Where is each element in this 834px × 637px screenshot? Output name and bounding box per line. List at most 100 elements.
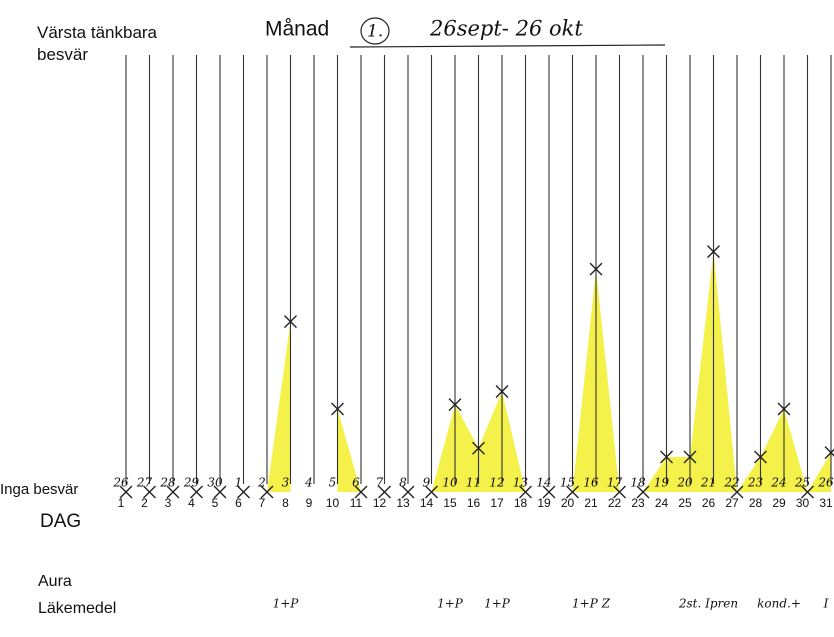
x-marker bbox=[754, 450, 767, 464]
medication-note: 1+P Z bbox=[572, 597, 611, 611]
row-label: Aura bbox=[38, 573, 72, 590]
x-tick-label: 23 bbox=[631, 496, 645, 510]
area bbox=[126, 321, 291, 492]
medication-note: 1+P bbox=[484, 597, 511, 611]
date-label: 10 bbox=[442, 476, 458, 490]
x-tick-label: 13 bbox=[396, 496, 410, 510]
x-marker bbox=[166, 485, 180, 499]
medication-note: 1+P bbox=[273, 597, 300, 611]
date-label: 22 bbox=[723, 476, 739, 490]
x-tick-label: 27 bbox=[725, 496, 739, 510]
x-marker bbox=[777, 402, 791, 416]
x-marker bbox=[331, 402, 344, 416]
x-tick-label: 20 bbox=[561, 496, 575, 510]
x-tick-label: 31 bbox=[819, 496, 833, 510]
x-tick-label: 17 bbox=[490, 496, 504, 510]
area bbox=[337, 251, 831, 492]
x-tick-label: 9 bbox=[306, 496, 313, 510]
period: 26sept- 26 okt bbox=[429, 17, 583, 41]
x-marker bbox=[613, 485, 626, 499]
x-tick-label: 6 bbox=[235, 496, 242, 510]
date-label: 1 bbox=[235, 476, 243, 490]
row-label: Läkemedel bbox=[38, 600, 116, 617]
circle bbox=[360, 17, 390, 45]
x-tick-label: 4 bbox=[188, 496, 195, 510]
x-marker bbox=[801, 485, 814, 499]
x-marker bbox=[472, 441, 485, 455]
x-marker bbox=[519, 485, 532, 499]
date-label: 27 bbox=[136, 476, 153, 490]
x-tick-label: 5 bbox=[212, 496, 219, 510]
line-layer bbox=[125, 55, 832, 484]
x-marker bbox=[448, 398, 462, 412]
x-marker bbox=[378, 485, 391, 499]
x-tick-label: 16 bbox=[467, 496, 481, 510]
x-marker bbox=[636, 485, 650, 499]
x-tick-label: 29 bbox=[772, 496, 786, 510]
x-marker bbox=[401, 485, 415, 499]
x-marker bbox=[260, 485, 274, 499]
x-marker bbox=[566, 485, 579, 499]
x-marker bbox=[237, 485, 250, 499]
date-label: 11 bbox=[466, 476, 481, 490]
x-marker bbox=[542, 485, 556, 499]
x-tick-label: 12 bbox=[373, 496, 387, 510]
x-marker bbox=[425, 485, 438, 499]
x-marker bbox=[707, 245, 720, 259]
y-tick-label: Värsta tänkbara besvär bbox=[37, 23, 158, 64]
date-label: 30 bbox=[207, 476, 223, 490]
x-marker bbox=[213, 485, 227, 499]
x-marker bbox=[354, 485, 368, 499]
x-tick-label: 14 bbox=[420, 496, 434, 510]
x-tick-label: 8 bbox=[282, 496, 289, 510]
underline bbox=[349, 44, 666, 48]
month-number: 1. bbox=[367, 22, 383, 42]
x-tick-label: 22 bbox=[608, 496, 622, 510]
date-label: 15 bbox=[560, 476, 575, 490]
y-tick-label: Inga besvär bbox=[0, 481, 78, 498]
date-label: 5 bbox=[329, 476, 337, 490]
x-tick-label: 3 bbox=[165, 496, 172, 510]
medication-note: kond.+ bbox=[757, 597, 801, 611]
date-label: 14 bbox=[536, 476, 551, 490]
date-label: 19 bbox=[654, 476, 670, 490]
x-marker bbox=[495, 384, 509, 398]
x-tick-label: 1 bbox=[118, 496, 125, 510]
date-label: 20 bbox=[676, 476, 693, 490]
date-label: 29 bbox=[183, 476, 200, 490]
x-tick-label: 15 bbox=[443, 496, 457, 510]
x-marker bbox=[143, 485, 156, 499]
x-marker bbox=[589, 262, 603, 276]
x-tick-label: 24 bbox=[655, 496, 669, 510]
x-marker bbox=[119, 485, 133, 499]
area-layer bbox=[126, 251, 831, 492]
date-label: 9 bbox=[423, 476, 431, 490]
x-marker bbox=[660, 450, 673, 464]
date-label: 21 bbox=[700, 476, 716, 490]
x-marker bbox=[284, 315, 297, 329]
medication-note: 2st. Ipren bbox=[678, 597, 738, 611]
medication-note: 1+P bbox=[437, 597, 464, 611]
date-label: 13 bbox=[513, 476, 529, 490]
date-label: 25 bbox=[794, 476, 810, 490]
date-label: 16 bbox=[583, 476, 599, 490]
medication-note: I bbox=[823, 597, 829, 611]
x-tick-label: 10 bbox=[326, 496, 340, 510]
date-label: 12 bbox=[489, 476, 504, 490]
date-label: 23 bbox=[747, 476, 764, 490]
date-label: 18 bbox=[630, 476, 646, 490]
date-label: 26 bbox=[112, 476, 129, 490]
date-label: 3 bbox=[282, 476, 290, 490]
x-marker bbox=[190, 485, 203, 499]
date-label: 8 bbox=[399, 476, 407, 490]
date-label: 24 bbox=[770, 476, 786, 490]
date-label: 2 bbox=[257, 476, 266, 490]
x-tick-label: 18 bbox=[514, 496, 528, 510]
chart-title: Månad bbox=[265, 18, 329, 41]
x-axis-label: DAG bbox=[40, 511, 81, 532]
x-marker bbox=[824, 446, 834, 460]
date-label: 7 bbox=[376, 476, 384, 490]
x-tick-label: 21 bbox=[584, 496, 598, 510]
